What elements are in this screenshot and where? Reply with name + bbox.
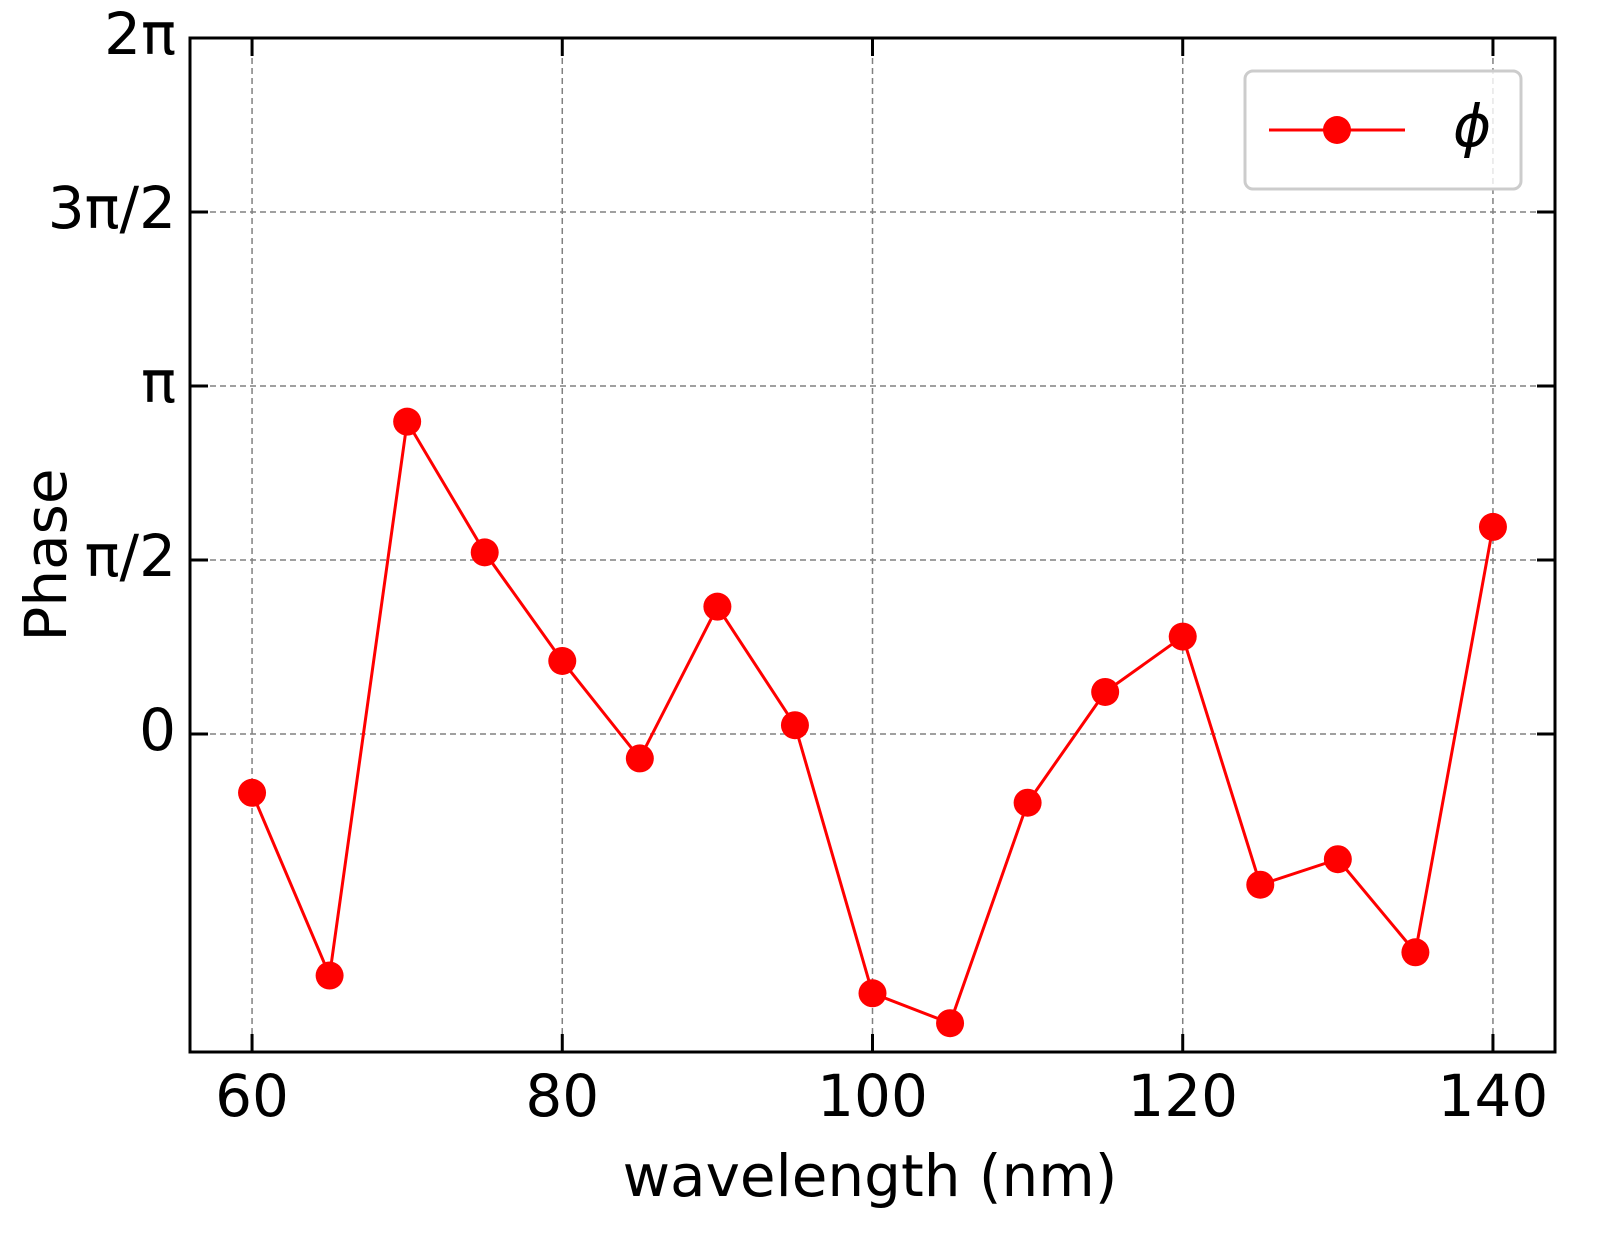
y-tick-label: π bbox=[141, 348, 176, 416]
point bbox=[1091, 677, 1120, 706]
point bbox=[393, 407, 422, 436]
legend-marker bbox=[1323, 116, 1351, 144]
x-tick-label: 140 bbox=[1438, 1062, 1549, 1130]
x-tick-label: 100 bbox=[817, 1062, 928, 1130]
x-tick-label: 120 bbox=[1127, 1062, 1238, 1130]
y-tick-label: π/2 bbox=[85, 522, 176, 590]
point bbox=[625, 744, 654, 773]
y-axis-label: Phase bbox=[12, 468, 80, 641]
y-tick-label: 3π/2 bbox=[48, 174, 176, 242]
x-tick-label: 60 bbox=[215, 1062, 289, 1130]
legend-label: ϕ bbox=[1453, 92, 1491, 160]
plot-frame bbox=[188, 36, 1557, 1054]
point bbox=[780, 711, 809, 740]
point bbox=[1013, 788, 1042, 817]
x-tick-label: 80 bbox=[525, 1062, 599, 1130]
x-axis-label: wavelength (nm) bbox=[623, 1142, 1118, 1210]
point bbox=[1401, 938, 1430, 967]
point bbox=[238, 778, 267, 807]
point bbox=[548, 646, 577, 675]
point bbox=[470, 538, 499, 567]
point bbox=[936, 1009, 965, 1038]
y-tick-label: 0 bbox=[139, 696, 176, 764]
point bbox=[703, 592, 732, 621]
y-tick-label: 2π bbox=[104, 0, 176, 68]
point bbox=[1246, 870, 1275, 899]
point bbox=[315, 961, 344, 990]
point bbox=[1168, 622, 1197, 651]
point bbox=[1478, 512, 1507, 541]
point bbox=[858, 979, 887, 1008]
point bbox=[1323, 845, 1352, 874]
